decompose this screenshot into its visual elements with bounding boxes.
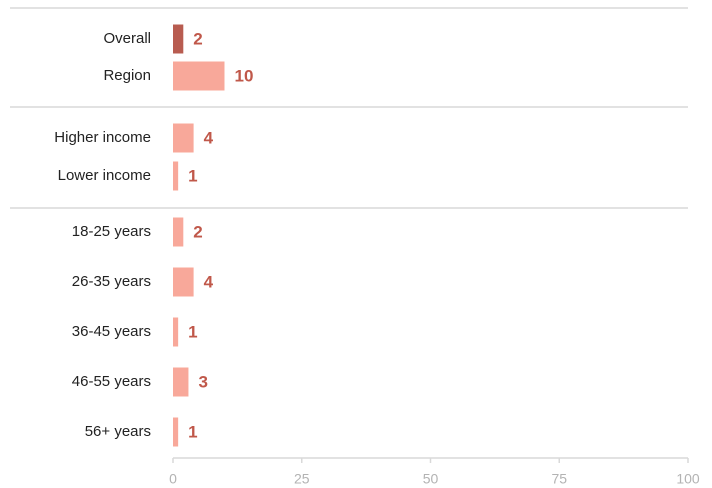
bar (173, 161, 179, 191)
x-tick-label: 100 (676, 471, 700, 487)
data-label: 4 (204, 128, 214, 147)
x-tick-label: 75 (551, 471, 567, 487)
data-label: 3 (198, 372, 207, 391)
category-label: 46-55 years (72, 373, 151, 390)
data-label: 1 (188, 166, 197, 185)
category-label: 26-35 years (72, 273, 151, 290)
data-label: 1 (188, 322, 197, 341)
category-label: Higher income (54, 129, 151, 146)
data-label: 4 (204, 272, 214, 291)
category-label: 56+ years (85, 423, 151, 440)
category-label: Overall (103, 30, 151, 47)
bar (173, 367, 189, 397)
x-tick-label: 0 (169, 471, 177, 487)
bar (173, 417, 179, 447)
bar (173, 123, 194, 153)
category-label: 36-45 years (72, 323, 151, 340)
bar (173, 24, 184, 54)
bar (173, 217, 184, 247)
category-label: Region (103, 67, 151, 84)
bar (173, 61, 225, 91)
data-label: 2 (193, 222, 202, 241)
x-tick-label: 25 (294, 471, 310, 487)
data-label: 2 (193, 29, 202, 48)
bar (173, 267, 194, 297)
bar (173, 317, 179, 347)
data-label: 10 (235, 66, 254, 85)
category-label: Lower income (58, 167, 151, 184)
category-label: 18-25 years (72, 223, 151, 240)
x-tick-label: 50 (423, 471, 439, 487)
data-label: 1 (188, 422, 197, 441)
